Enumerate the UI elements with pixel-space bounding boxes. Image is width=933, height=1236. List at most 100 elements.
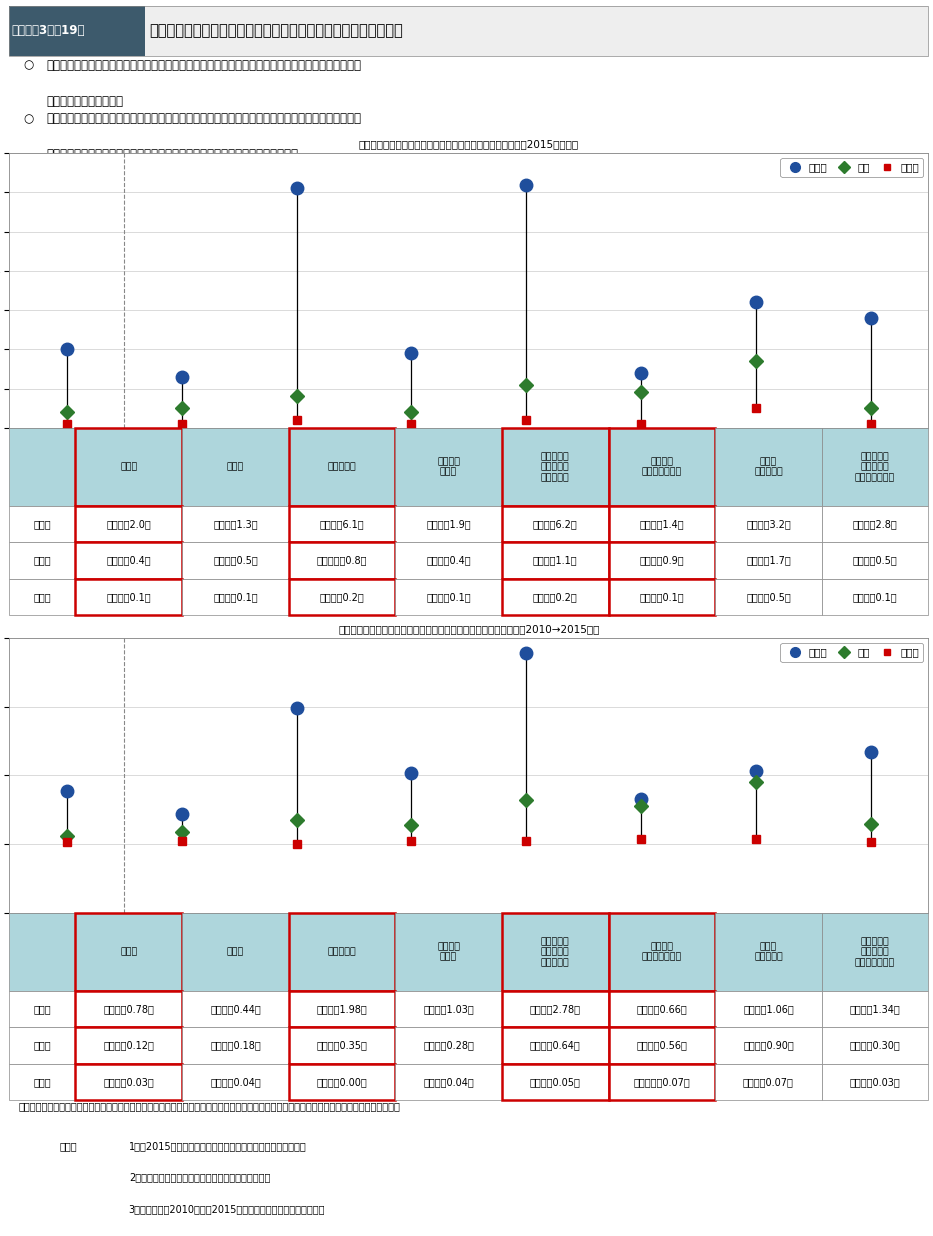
Bar xyxy=(288,428,396,507)
Bar xyxy=(182,428,288,507)
Bar xyxy=(146,6,928,56)
Bar xyxy=(715,578,822,614)
Bar xyxy=(9,913,76,991)
Text: 宿泊業、
飲食サービス業: 宿泊業、 飲食サービス業 xyxy=(642,457,682,477)
Text: 神奈川県（0.8）: 神奈川県（0.8） xyxy=(317,555,368,566)
Bar xyxy=(822,543,928,578)
Bar xyxy=(608,428,715,507)
Bar xyxy=(288,913,396,991)
Bar xyxy=(502,1064,608,1100)
Bar xyxy=(396,507,502,543)
Text: る一方で、「宿泊業，飲食サービス業」では「東京都」と次点との差が小さい。: る一方で、「宿泊業，飲食サービス業」では「東京都」と次点との差が小さい。 xyxy=(46,148,298,161)
Bar xyxy=(76,507,182,543)
Text: 宮城県（0.07）: 宮城県（0.07） xyxy=(743,1077,794,1086)
Bar xyxy=(715,1064,822,1100)
Text: 愛知県（0.56）: 愛知県（0.56） xyxy=(636,1041,688,1051)
Text: （注）: （注） xyxy=(60,1141,77,1152)
Bar xyxy=(715,1027,822,1064)
Text: 次　点: 次 点 xyxy=(34,1041,51,1051)
Bar xyxy=(396,1027,502,1064)
Text: 奈良県（0.1）: 奈良県（0.1） xyxy=(639,592,684,602)
Bar xyxy=(502,913,608,991)
Text: 3）　下図は、2010年から2015年にかけての変動を示している。: 3） 下図は、2010年から2015年にかけての変動を示している。 xyxy=(129,1204,326,1214)
Bar xyxy=(9,543,76,578)
Bar xyxy=(288,1064,396,1100)
Bar xyxy=(502,1027,608,1064)
Legend: 最大値, 次点, 中央値: 最大値, 次点, 中央値 xyxy=(780,158,923,177)
Text: 東京都（1.34）: 東京都（1.34） xyxy=(850,1005,900,1015)
Bar xyxy=(182,1064,288,1100)
Bar xyxy=(76,913,182,991)
Text: 東京都（0.78）: 東京都（0.78） xyxy=(104,1005,154,1015)
Bar xyxy=(502,507,608,543)
Text: 最大値: 最大値 xyxy=(34,519,51,529)
Bar xyxy=(182,913,288,991)
Bar xyxy=(396,991,502,1027)
Text: 岡山県（0.2）: 岡山県（0.2） xyxy=(533,592,578,602)
Bar xyxy=(76,578,182,614)
Text: 情報通信業: 情報通信業 xyxy=(327,462,356,472)
Legend: 最大値, 次点, 中央値: 最大値, 次点, 中央値 xyxy=(780,644,923,661)
Text: 北海道（0.05）: 北海道（0.05） xyxy=(530,1077,580,1086)
Text: 次　点: 次 点 xyxy=(34,555,51,566)
Text: 北海道（0.04）: 北海道（0.04） xyxy=(424,1077,474,1086)
Bar xyxy=(822,991,928,1027)
Text: 「全産業」における雇用者に占める専門的・技術的分野の外国人労働者の割合及びその変動は、「東: 「全産業」における雇用者に占める専門的・技術的分野の外国人労働者の割合及びその変… xyxy=(46,58,361,72)
Bar xyxy=(502,428,608,507)
Text: 大分県（0.2）: 大分県（0.2） xyxy=(320,592,365,602)
Bar xyxy=(822,428,928,507)
Text: 学術研究、
専門・技術
サービス業: 学術研究、 専門・技術 サービス業 xyxy=(541,452,569,482)
Bar xyxy=(608,578,715,614)
Bar xyxy=(76,991,182,1027)
Text: 「情報通信業」「学術研究、専門・技術サービス業」では「東京都」と次点との差が大きくなってい: 「情報通信業」「学術研究、専門・技術サービス業」では「東京都」と次点との差が大き… xyxy=(46,112,361,125)
Bar xyxy=(715,507,822,543)
Bar xyxy=(182,507,288,543)
Text: 1）　2015年以降は、在留資格「高度専門職」を含めている。: 1） 2015年以降は、在留資格「高度専門職」を含めている。 xyxy=(129,1141,307,1152)
Text: 山形県（0.00）: 山形県（0.00） xyxy=(316,1077,368,1086)
Text: 宿泊業、
飲食サービス業: 宿泊業、 飲食サービス業 xyxy=(642,942,682,962)
Text: 福岡県（0.4）: 福岡県（0.4） xyxy=(426,555,471,566)
Text: 全産業: 全産業 xyxy=(120,948,137,957)
Text: 福井県（0.03）: 福井県（0.03） xyxy=(104,1077,154,1086)
Bar xyxy=(608,913,715,991)
Bar xyxy=(182,1027,288,1064)
Bar xyxy=(9,6,146,56)
Bar xyxy=(608,991,715,1027)
Bar xyxy=(9,1064,76,1100)
Bar xyxy=(502,578,608,614)
Bar xyxy=(822,507,928,543)
Text: 岩手県（0.5）: 岩手県（0.5） xyxy=(746,592,791,602)
Text: 沖縄県（0.12）: 沖縄県（0.12） xyxy=(104,1041,154,1051)
Text: 教育、
学習支援業: 教育、 学習支援業 xyxy=(754,457,783,477)
Bar xyxy=(288,543,396,578)
Text: ○: ○ xyxy=(23,112,34,125)
Bar xyxy=(715,543,822,578)
Text: 沖縄県（0.90）: 沖縄県（0.90） xyxy=(743,1041,794,1051)
Bar xyxy=(608,543,715,578)
Text: 東京都（2.78）: 東京都（2.78） xyxy=(530,1005,580,1015)
Bar xyxy=(396,913,502,991)
Text: 鹿児島県（0.07）: 鹿児島県（0.07） xyxy=(634,1077,690,1086)
Text: 東京都（1.03）: 東京都（1.03） xyxy=(424,1005,474,1015)
Title: 雇用者に占める専門的・技術的分野の外国人労働者の割合（2015年時点）: 雇用者に占める専門的・技術的分野の外国人労働者の割合（2015年時点） xyxy=(359,140,578,150)
Text: 東京都（6.2）: 東京都（6.2） xyxy=(533,519,578,529)
Text: 京都府（0.18）: 京都府（0.18） xyxy=(210,1041,261,1051)
Text: 愛知県（0.5）: 愛知県（0.5） xyxy=(853,555,898,566)
Text: 東京都（2.0）: 東京都（2.0） xyxy=(106,519,151,529)
Text: 2）　表の（　）は各地域における値を示している。: 2） 表の（ ）は各地域における値を示している。 xyxy=(129,1173,271,1183)
Bar xyxy=(715,991,822,1027)
Text: 岡山県（1.7）: 岡山県（1.7） xyxy=(746,555,791,566)
Text: 愛媛県（0.1）: 愛媛県（0.1） xyxy=(426,592,471,602)
Bar xyxy=(288,1027,396,1064)
Text: 製造業: 製造業 xyxy=(227,948,244,957)
Text: 福岡県（0.28）: 福岡県（0.28） xyxy=(424,1041,474,1051)
Bar xyxy=(396,543,502,578)
Text: 卸売業、
小売業: 卸売業、 小売業 xyxy=(438,942,460,962)
Text: 東京都（1.4）: 東京都（1.4） xyxy=(639,519,684,529)
Text: 資料出所　資料出所　常生労働省「外国人雇用状況の届出状況」、総務省統計局「国勢調査」をもとに常生労働省労働政策担当参事官室にて作成: 資料出所 資料出所 常生労働省「外国人雇用状況の届出状況」、総務省統計局「国勢調… xyxy=(19,1101,400,1111)
Bar xyxy=(288,507,396,543)
Text: 栃木県（0.64）: 栃木県（0.64） xyxy=(530,1041,580,1051)
Bar xyxy=(9,578,76,614)
Text: 北海道（0.35）: 北海道（0.35） xyxy=(316,1041,368,1051)
Text: 全産業: 全産業 xyxy=(120,462,137,472)
